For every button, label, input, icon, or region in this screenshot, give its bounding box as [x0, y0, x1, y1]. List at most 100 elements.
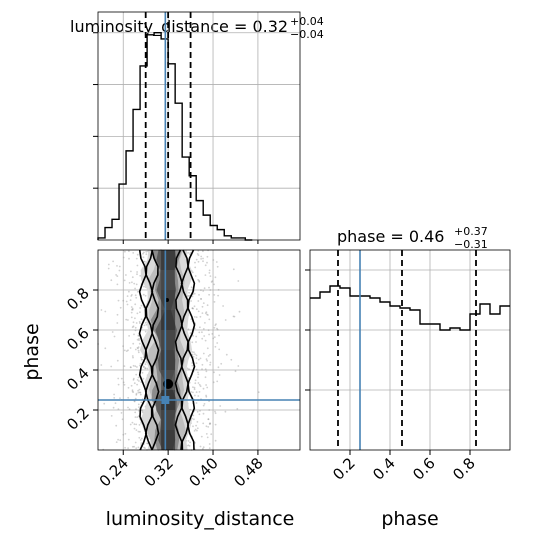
- scatter-point: [218, 334, 220, 337]
- scatter-point: [144, 294, 147, 297]
- scatter-point: [140, 442, 143, 444]
- scatter-point: [135, 447, 138, 449]
- scatter-point: [190, 391, 193, 393]
- scatter-point: [232, 268, 235, 271]
- scatter-point: [208, 269, 211, 272]
- scatter-point: [217, 294, 220, 297]
- scatter-point: [191, 351, 194, 353]
- scatter-point: [142, 366, 145, 368]
- scatter-point: [134, 365, 137, 368]
- scatter-point: [124, 432, 127, 435]
- scatter-point: [138, 337, 140, 340]
- scatter-point: [257, 391, 260, 394]
- luminosity-distance-histogram-panel: luminosity_distance = 0.32 +0.04 −0.04: [70, 11, 324, 244]
- scatter-point: [207, 418, 210, 421]
- scatter-point: [206, 261, 208, 264]
- scatter-point: [204, 312, 207, 315]
- scatter-point: [138, 364, 141, 367]
- scatter-point: [201, 337, 204, 340]
- scatter-point: [193, 430, 196, 432]
- scatter-point: [206, 359, 209, 362]
- scatter-point: [197, 376, 199, 379]
- scatter-point: [137, 335, 140, 337]
- scatter-point: [204, 264, 207, 267]
- scatter-point: [134, 397, 137, 400]
- scatter-point: [195, 357, 198, 360]
- scatter-point: [222, 305, 225, 307]
- scatter-point: [201, 331, 203, 334]
- scatter-point: [201, 312, 204, 314]
- scatter-point: [139, 307, 142, 309]
- scatter-point: [116, 322, 119, 324]
- scatter-point: [135, 408, 137, 411]
- scatter-point: [134, 416, 137, 418]
- scatter-point: [194, 275, 197, 277]
- scatter-point: [144, 367, 147, 370]
- scatter-point: [192, 391, 194, 394]
- scatter-point: [199, 385, 202, 388]
- phase-title: phase = 0.46: [337, 227, 444, 246]
- scatter-point: [206, 436, 209, 439]
- scatter-point: [200, 435, 203, 438]
- scatter-point: [130, 316, 133, 319]
- scatter-point: [188, 291, 191, 294]
- panel-frame: [97, 249, 301, 451]
- scatter-point: [192, 335, 194, 337]
- phase-title-lower: −0.31: [454, 238, 488, 251]
- scatter-point: [132, 391, 135, 393]
- scatter-point: [214, 439, 217, 442]
- scatter-point: [214, 345, 217, 348]
- scatter-point: [123, 365, 126, 367]
- density-cell: [161, 310, 176, 330]
- scatter-point: [189, 332, 192, 334]
- scatter-point: [140, 358, 143, 361]
- scatter-point: [144, 330, 147, 333]
- scatter-point: [194, 394, 196, 397]
- x-tick-label: 0.6: [409, 454, 439, 484]
- scatter-point: [134, 317, 136, 320]
- x-tick-label: 0.40: [186, 454, 222, 490]
- scatter-point: [135, 322, 138, 324]
- scatter-point: [144, 367, 147, 370]
- scatter-point: [127, 396, 130, 399]
- scatter-point: [202, 250, 204, 253]
- scatter-point: [208, 447, 211, 449]
- scatter-point: [132, 252, 135, 254]
- scatter-point: [195, 424, 198, 427]
- scatter-point: [206, 255, 209, 258]
- scatter-point: [135, 423, 138, 426]
- scatter-point: [138, 342, 141, 345]
- scatter-point: [137, 415, 140, 418]
- scatter-point: [131, 307, 134, 310]
- scatter-point: [142, 252, 144, 255]
- scatter-point: [137, 334, 140, 337]
- scatter-point: [127, 447, 129, 449]
- scatter-point: [125, 274, 127, 276]
- scatter-point: [115, 441, 118, 443]
- scatter-point: [224, 319, 227, 321]
- scatter-point: [133, 282, 136, 285]
- scatter-point: [131, 294, 133, 296]
- scatter-point: [133, 427, 136, 430]
- scatter-point: [204, 339, 207, 342]
- luminosity-distance-title-upper: +0.04: [290, 15, 324, 28]
- scatter-point: [134, 303, 137, 306]
- scatter-point: [202, 302, 205, 304]
- scatter-point: [138, 339, 140, 342]
- scatter-point: [136, 290, 139, 293]
- scatter-point: [198, 294, 200, 296]
- x-tick-label: 0.24: [96, 454, 132, 490]
- scatter-point: [122, 433, 125, 436]
- scatter-point: [197, 279, 200, 281]
- scatter-point: [213, 294, 216, 296]
- scatter-point: [187, 328, 190, 331]
- scatter-point: [213, 336, 216, 338]
- scatter-point: [110, 415, 113, 417]
- scatter-point: [136, 347, 139, 349]
- scatter-point: [130, 270, 132, 273]
- panel-frame: [97, 11, 301, 241]
- scatter-point: [142, 293, 145, 296]
- scatter-point: [140, 401, 143, 404]
- scatter-point: [238, 310, 241, 313]
- x-tick-label: 0.8: [449, 454, 479, 484]
